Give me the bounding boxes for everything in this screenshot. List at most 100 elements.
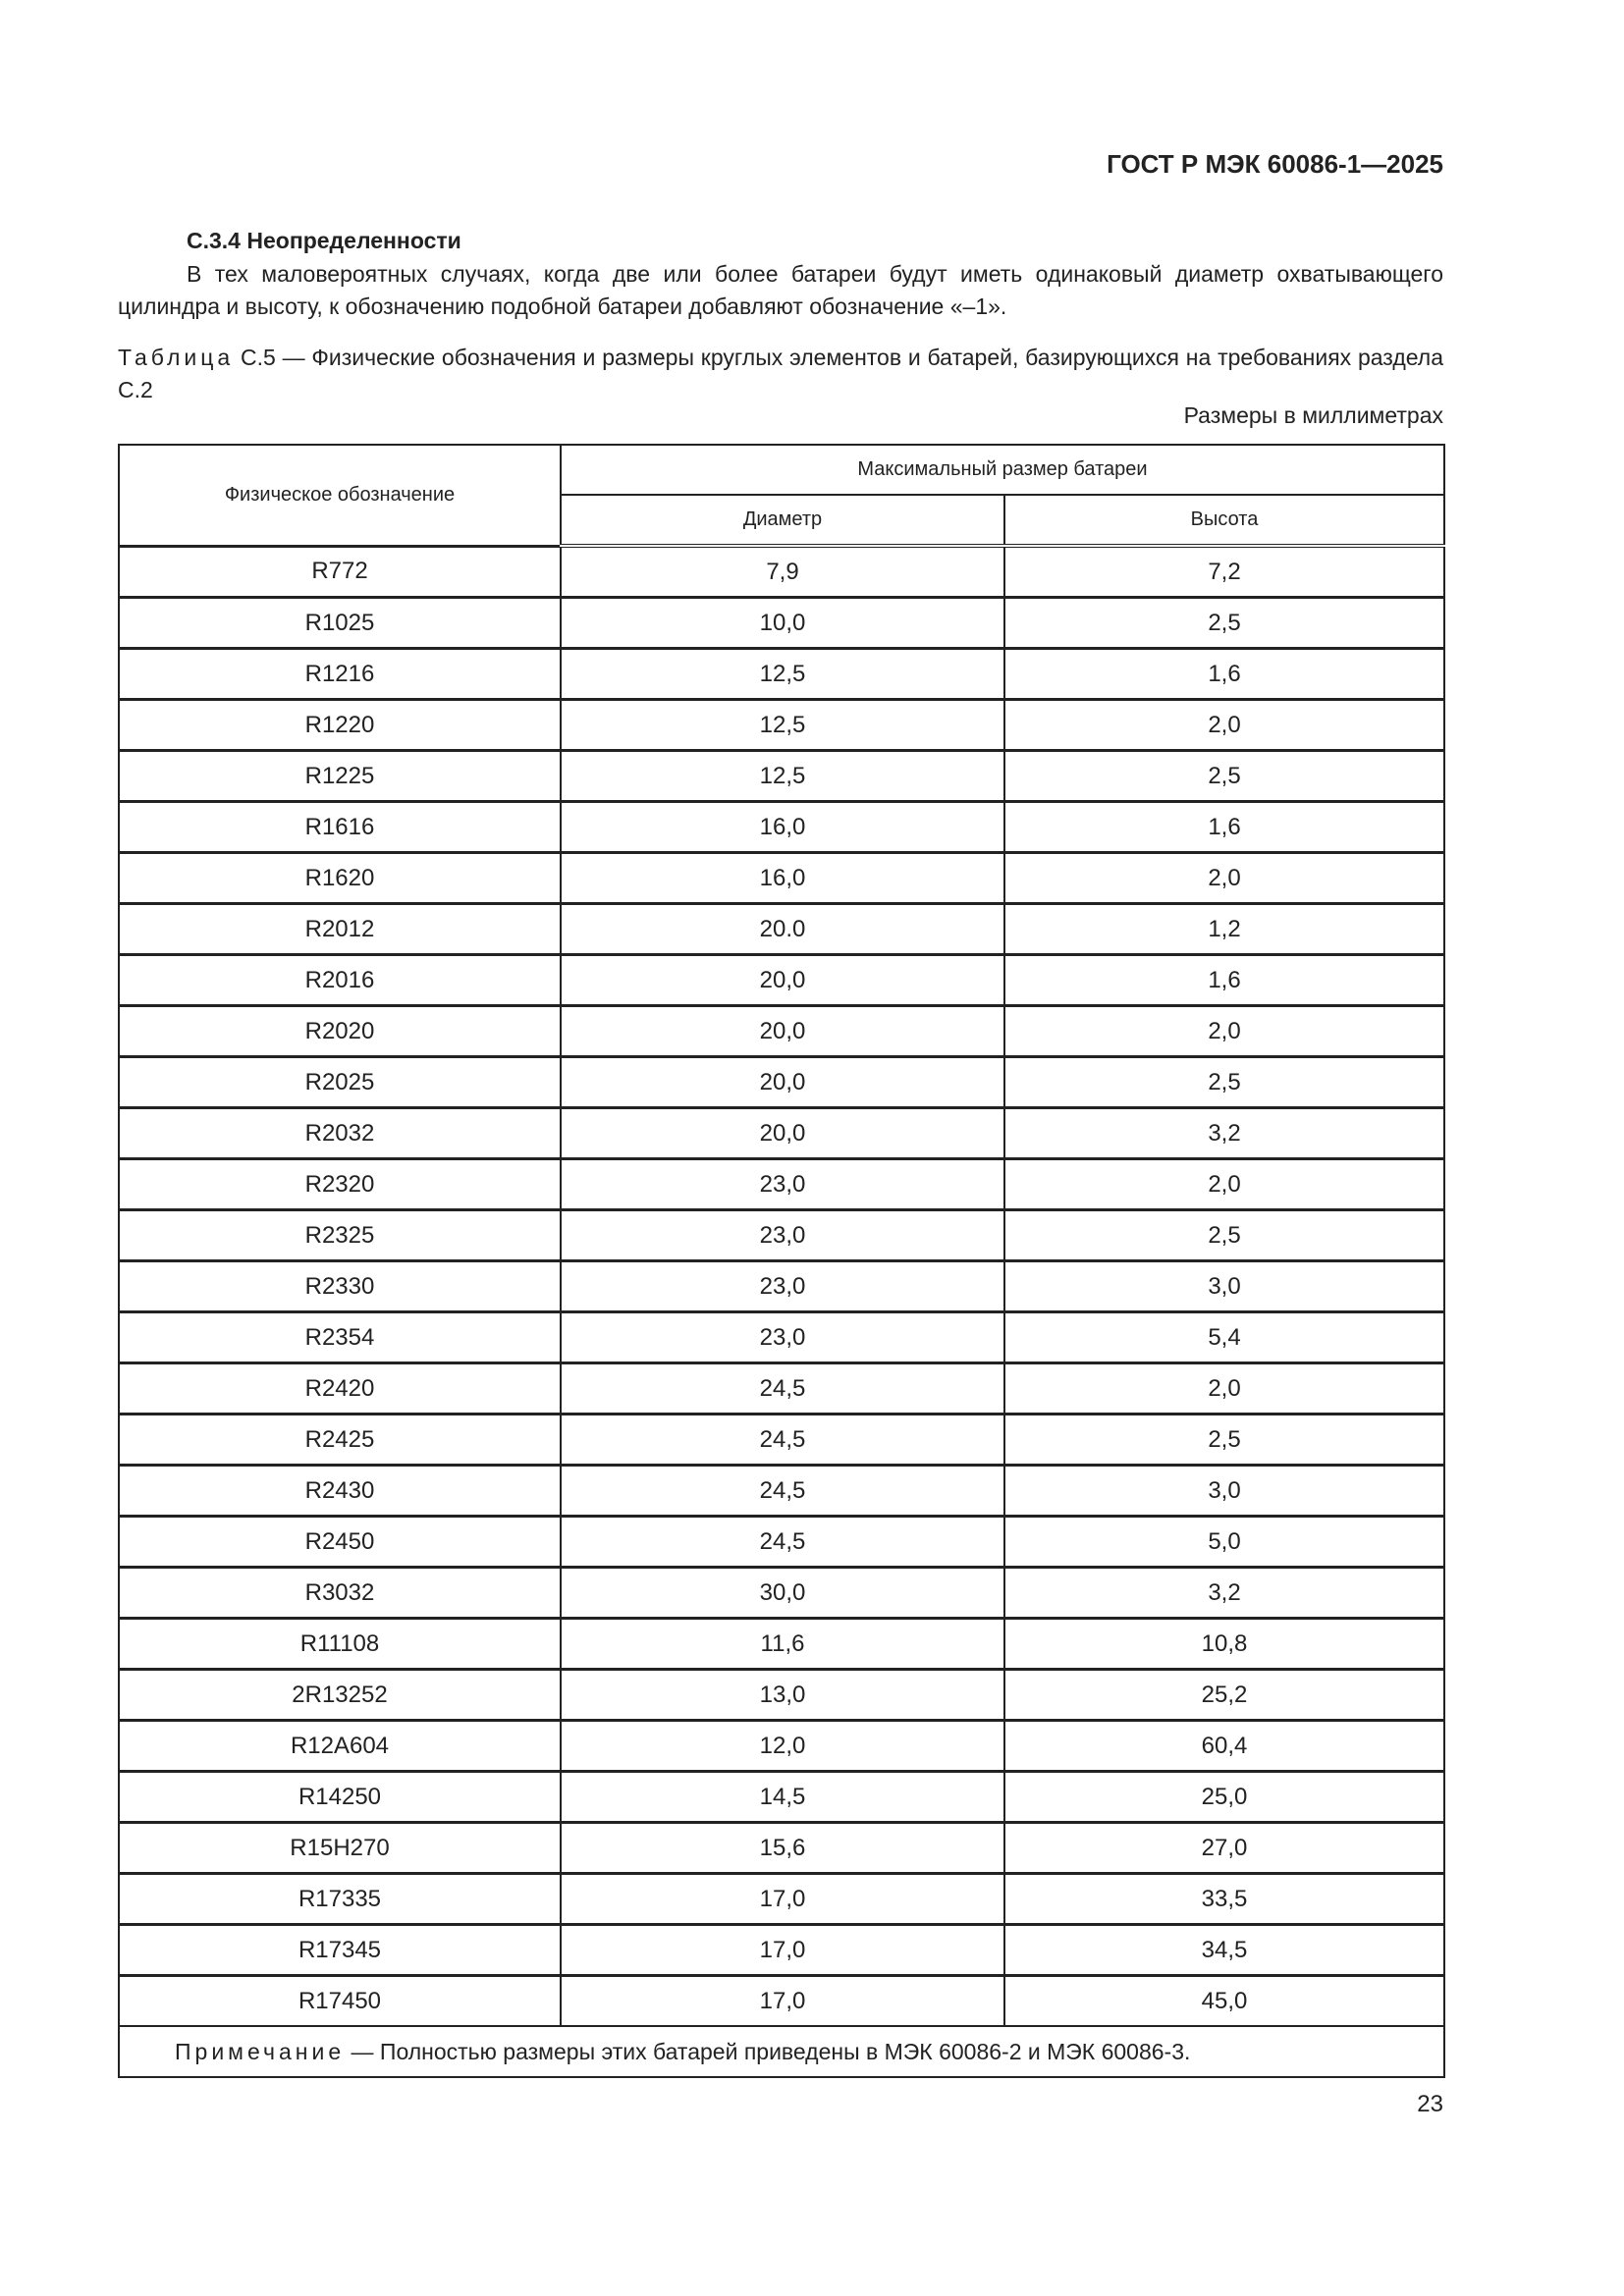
table-row: R2012 20.0 1,2 bbox=[118, 902, 1445, 956]
cell-designation: R11108 bbox=[118, 1617, 562, 1671]
cell-height: 2,0 bbox=[1003, 1004, 1445, 1058]
cell-height: 25,2 bbox=[1003, 1668, 1445, 1722]
table-row: R2450 24,5 5,0 bbox=[118, 1515, 1445, 1569]
note-label: Примечание bbox=[175, 2038, 346, 2064]
cell-designation: R12A604 bbox=[118, 1719, 562, 1773]
cell-height: 7,2 bbox=[1003, 544, 1445, 599]
cell-diameter: 17,0 bbox=[560, 1872, 1005, 1926]
cell-diameter: 24,5 bbox=[560, 1362, 1005, 1415]
table-row: R1220 12,5 2,0 bbox=[118, 698, 1445, 752]
cell-designation: R17335 bbox=[118, 1872, 562, 1926]
cell-height: 1,6 bbox=[1003, 800, 1445, 854]
cell-height: 25,0 bbox=[1003, 1770, 1445, 1824]
cell-diameter: 20,0 bbox=[560, 953, 1005, 1007]
cell-height: 3,2 bbox=[1003, 1566, 1445, 1620]
cell-diameter: 24,5 bbox=[560, 1413, 1005, 1467]
cell-designation: R17450 bbox=[118, 1974, 562, 2027]
table-row: R12A604 12,0 60,4 bbox=[118, 1719, 1445, 1773]
table-row: R2330 23,0 3,0 bbox=[118, 1259, 1445, 1313]
cell-designation: R1220 bbox=[118, 698, 562, 752]
table-row: R2354 23,0 5,4 bbox=[118, 1310, 1445, 1364]
cell-height: 1,6 bbox=[1003, 953, 1445, 1007]
cell-diameter: 23,0 bbox=[560, 1310, 1005, 1364]
cell-height: 10,8 bbox=[1003, 1617, 1445, 1671]
cell-height: 2,5 bbox=[1003, 596, 1445, 650]
header-diameter: Диаметр bbox=[560, 494, 1005, 548]
table-row: R1616 16,0 1,6 bbox=[118, 800, 1445, 854]
table-row: R1620 16,0 2,0 bbox=[118, 851, 1445, 905]
page-number: 23 bbox=[1417, 2091, 1443, 2117]
table-row: R2020 20,0 2,0 bbox=[118, 1004, 1445, 1058]
cell-diameter: 16,0 bbox=[560, 851, 1005, 905]
cell-designation: R2354 bbox=[118, 1310, 562, 1364]
cell-height: 2,0 bbox=[1003, 851, 1445, 905]
table-caption: Таблица С.5 — Физические обозначения и р… bbox=[118, 342, 1443, 406]
table-row: R17345 17,0 34,5 bbox=[118, 1923, 1445, 1977]
cell-diameter: 23,0 bbox=[560, 1157, 1005, 1211]
table-row: R1216 12,5 1,6 bbox=[118, 647, 1445, 701]
cell-designation: R2325 bbox=[118, 1208, 562, 1262]
cell-diameter: 12,0 bbox=[560, 1719, 1005, 1773]
cell-height: 2,5 bbox=[1003, 1208, 1445, 1262]
cell-designation: R1216 bbox=[118, 647, 562, 701]
document-id: ГОСТ Р МЭК 60086-1—2025 bbox=[1107, 149, 1443, 179]
table-row: R2420 24,5 2,0 bbox=[118, 1362, 1445, 1415]
cell-designation: R2020 bbox=[118, 1004, 562, 1058]
cell-designation: R1616 bbox=[118, 800, 562, 854]
cell-diameter: 10,0 bbox=[560, 596, 1005, 650]
cell-designation: 2R13252 bbox=[118, 1668, 562, 1722]
cell-diameter: 7,9 bbox=[560, 544, 1005, 599]
cell-height: 5,0 bbox=[1003, 1515, 1445, 1569]
cell-diameter: 13,0 bbox=[560, 1668, 1005, 1722]
cell-height: 5,4 bbox=[1003, 1310, 1445, 1364]
cell-height: 27,0 bbox=[1003, 1821, 1445, 1875]
cell-designation: R1225 bbox=[118, 749, 562, 803]
note-text: — Полностью размеры этих батарей приведе… bbox=[345, 2038, 1191, 2064]
table-row: R2430 24,5 3,0 bbox=[118, 1464, 1445, 1518]
cell-designation: R2012 bbox=[118, 902, 562, 956]
table-row: R15H270 15,6 27,0 bbox=[118, 1821, 1445, 1875]
cell-designation: R2032 bbox=[118, 1106, 562, 1160]
cell-diameter: 16,0 bbox=[560, 800, 1005, 854]
cell-designation: R2025 bbox=[118, 1055, 562, 1109]
table-row: R2025 20,0 2,5 bbox=[118, 1055, 1445, 1109]
cell-designation: R2430 bbox=[118, 1464, 562, 1518]
cell-designation: R2016 bbox=[118, 953, 562, 1007]
table-row: R11108 11,6 10,8 bbox=[118, 1617, 1445, 1671]
cell-diameter: 20.0 bbox=[560, 902, 1005, 956]
table-row: R2032 20,0 3,2 bbox=[118, 1106, 1445, 1160]
table-row: R772 7,9 7,2 bbox=[118, 544, 1445, 599]
cell-height: 34,5 bbox=[1003, 1923, 1445, 1977]
cell-diameter: 20,0 bbox=[560, 1106, 1005, 1160]
cell-height: 2,5 bbox=[1003, 749, 1445, 803]
cell-height: 2,5 bbox=[1003, 1055, 1445, 1109]
cell-diameter: 12,5 bbox=[560, 698, 1005, 752]
header-max-size: Максимальный размер батареи bbox=[560, 444, 1445, 496]
cell-height: 45,0 bbox=[1003, 1974, 1445, 2027]
cell-designation: R2420 bbox=[118, 1362, 562, 1415]
table-row: R17450 17,0 45,0 bbox=[118, 1974, 1445, 2027]
cell-diameter: 20,0 bbox=[560, 1055, 1005, 1109]
cell-height: 2,0 bbox=[1003, 1157, 1445, 1211]
cell-designation: R1025 bbox=[118, 596, 562, 650]
cell-height: 1,2 bbox=[1003, 902, 1445, 956]
table-row: R2320 23,0 2,0 bbox=[118, 1157, 1445, 1211]
cell-designation: R1620 bbox=[118, 851, 562, 905]
table-row: R2425 24,5 2,5 bbox=[118, 1413, 1445, 1467]
cell-designation: R772 bbox=[118, 544, 562, 599]
cell-designation: R2330 bbox=[118, 1259, 562, 1313]
cell-diameter: 24,5 bbox=[560, 1464, 1005, 1518]
cell-height: 60,4 bbox=[1003, 1719, 1445, 1773]
cell-diameter: 11,6 bbox=[560, 1617, 1005, 1671]
cell-height: 3,0 bbox=[1003, 1259, 1445, 1313]
cell-diameter: 23,0 bbox=[560, 1208, 1005, 1262]
cell-diameter: 20,0 bbox=[560, 1004, 1005, 1058]
cell-height: 2,0 bbox=[1003, 698, 1445, 752]
table-row: R2016 20,0 1,6 bbox=[118, 953, 1445, 1007]
cell-diameter: 14,5 bbox=[560, 1770, 1005, 1824]
table-row: R14250 14,5 25,0 bbox=[118, 1770, 1445, 1824]
cell-diameter: 12,5 bbox=[560, 647, 1005, 701]
cell-height: 33,5 bbox=[1003, 1872, 1445, 1926]
cell-height: 2,0 bbox=[1003, 1362, 1445, 1415]
cell-diameter: 24,5 bbox=[560, 1515, 1005, 1569]
